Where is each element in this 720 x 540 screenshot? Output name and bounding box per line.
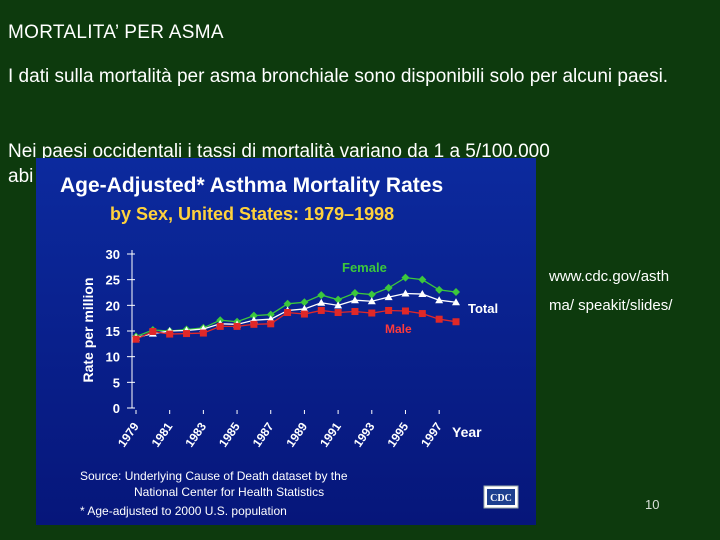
chart-panel: Age-Adjusted* Asthma Mortality Rates by … [36, 158, 536, 525]
series-label-total: Total [468, 301, 498, 316]
y-tick-label: 15 [106, 324, 120, 339]
total-point [334, 301, 343, 309]
female-point [350, 289, 359, 298]
male-point [216, 322, 224, 330]
male-point [452, 318, 460, 326]
x-tick-label: 1997 [418, 420, 445, 450]
total-point [300, 304, 309, 312]
paragraph-rates-line1: Nei paesi occidentali i tassi di mortali… [8, 141, 550, 162]
x-tick-label: 1983 [182, 420, 209, 450]
series-label-male: Male [385, 322, 412, 336]
male-point [267, 320, 275, 328]
source-url-line2[interactable]: ma/ speakit/slides/ [549, 297, 673, 314]
total-point [367, 297, 376, 305]
y-tick-label: 25 [106, 273, 120, 288]
male-point [284, 309, 292, 317]
chart-subtitle: by Sex, United States: 1979–1998 [110, 204, 394, 224]
male-point [418, 310, 426, 318]
male-point [401, 307, 409, 315]
male-point [435, 315, 443, 323]
y-tick-label: 5 [113, 375, 120, 390]
female-point [317, 291, 326, 300]
y-tick-label: 30 [106, 247, 120, 262]
x-tick-label: 1985 [216, 420, 243, 450]
male-point [385, 306, 393, 314]
cdc-logo-text: CDC [490, 493, 512, 504]
chart-title: Age-Adjusted* Asthma Mortality Rates [60, 174, 443, 197]
total-point [452, 298, 460, 306]
male-point [149, 328, 157, 336]
male-point [166, 330, 174, 338]
x-tick-label: 1981 [149, 420, 176, 450]
female-point [266, 310, 275, 319]
y-tick-label: 20 [106, 298, 120, 313]
x-axis-label: Year [452, 424, 482, 440]
x-tick-label: 1989 [283, 420, 310, 450]
y-tick-label: 10 [106, 350, 120, 365]
y-tick-label: 0 [113, 401, 120, 416]
total-point [384, 293, 393, 301]
male-point [132, 335, 140, 343]
male-point [300, 310, 308, 318]
source-url-line1[interactable]: www.cdc.gov/asth [549, 268, 670, 285]
female-point [300, 298, 309, 307]
male-point [183, 330, 191, 338]
x-tick-label: 1991 [317, 420, 344, 450]
female-point [418, 275, 427, 284]
total-point [350, 296, 359, 304]
female-point [334, 295, 343, 304]
x-tick-label: 1979 [115, 420, 142, 450]
source-line-2: National Center for Health Statistics [134, 485, 324, 499]
source-line-1: Source: Underlying Cause of Death datase… [80, 469, 348, 483]
x-tick-label: 1987 [250, 420, 277, 450]
female-point [452, 287, 460, 296]
total-point [401, 289, 410, 297]
female-point [435, 285, 444, 294]
x-tick-label: 1995 [384, 420, 411, 450]
female-point [401, 273, 410, 282]
male-point [368, 309, 376, 317]
female-point [367, 290, 376, 299]
x-tick-label: 1993 [351, 420, 378, 450]
asthma-chart: Age-Adjusted* Asthma Mortality Rates by … [60, 174, 519, 518]
male-point [317, 306, 325, 314]
total-point [317, 298, 326, 306]
total-point [435, 296, 444, 304]
male-point [250, 320, 258, 328]
total-point [418, 290, 427, 298]
male-point [351, 307, 359, 315]
cdc-logo: CDC [483, 485, 519, 509]
male-point [199, 329, 207, 337]
footnote: * Age-adjusted to 2000 U.S. population [80, 504, 287, 518]
series-label-female: Female [342, 260, 387, 275]
female-point [249, 311, 258, 320]
male-point [334, 309, 342, 317]
paragraph-availability: I dati sulla mortalità per asma bronchia… [8, 66, 669, 87]
female-point [384, 283, 393, 292]
slide-title: MORTALITA’ PER ASMA [8, 22, 224, 43]
female-point [283, 299, 292, 308]
paragraph-rates-line2: abi [8, 166, 34, 187]
y-axis-label: Rate per million [80, 277, 96, 382]
page-number: 10 [645, 497, 660, 512]
male-point [233, 322, 241, 330]
